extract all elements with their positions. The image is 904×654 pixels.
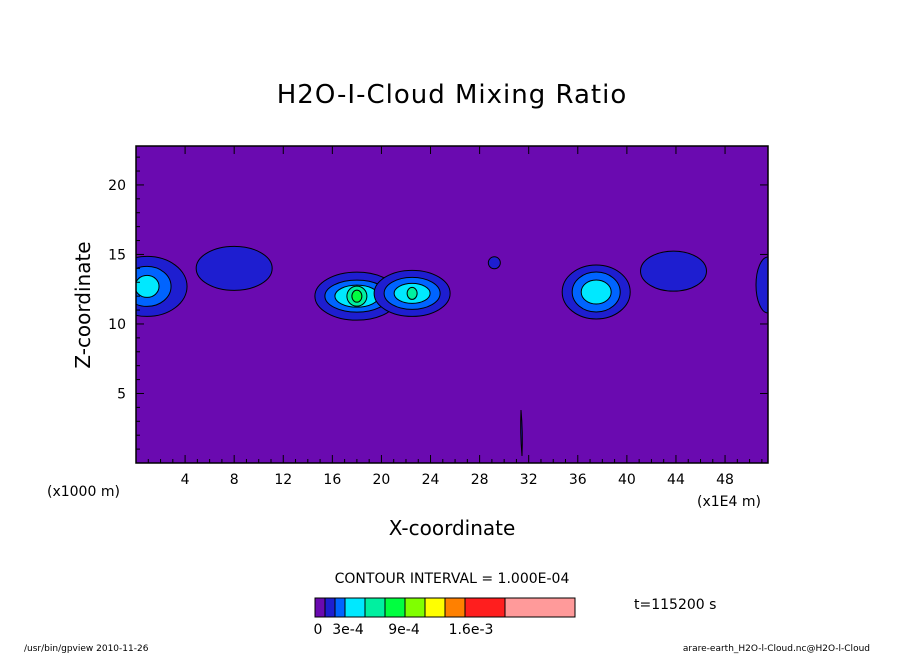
cloud-contour-level [755,256,768,314]
colorbar-swatch [464,597,506,618]
x-tick-label: 32 [520,472,538,488]
colorbar-label: 0 [314,622,323,638]
cloud-contour-level [351,289,363,303]
x-tick-label: 24 [422,472,440,488]
cloud-contour-level [136,274,160,298]
cloud-contour-group [136,245,768,321]
footer-left: /usr/bin/gpview 2010-11-26 [24,644,149,654]
colorbar-swatch [424,597,446,618]
plot-background [136,146,768,463]
contour-interval-text: CONTOUR INTERVAL = 1.000E-04 [335,571,570,587]
x-unit-right: (x1E4 m) [697,494,761,510]
colorbar-swatch [324,597,336,618]
x-unit-left: (x1000 m) [47,484,120,500]
x-tick-label: 12 [274,472,292,488]
y-tick-label: 15 [108,247,126,263]
x-tick-label: 20 [373,472,391,488]
colorbar-label: 3e-4 [332,622,364,638]
x-tick-label: 28 [471,472,489,488]
cloud-contour-level [406,286,418,300]
colorbar-swatch [444,597,466,618]
x-tick-label: 8 [230,472,239,488]
footer-right: arare-earth_H2O-l-Cloud.nc@H2O-l-Cloud [683,644,870,654]
cloud-contour-level [195,245,273,291]
cloud-contour-level [487,256,501,270]
colorbar-swatch [364,597,386,618]
x-tick-label: 40 [618,472,636,488]
chart-title: H2O-I-Cloud Mixing Ratio [277,80,628,110]
y-axis-label: Z-coordinate [71,241,95,368]
colorbar-label: 9e-4 [388,622,420,638]
colorbar-swatch [404,597,426,618]
time-label: t=115200 s [634,597,716,613]
x-tick-label: 4 [181,472,190,488]
y-tick-label: 10 [108,317,126,333]
colorbar-swatch [334,597,346,618]
cloud-contour-level [640,250,708,292]
x-tick-label: 44 [667,472,685,488]
x-tick-label: 48 [716,472,734,488]
vertical-contour-feature [520,409,523,457]
plot-frame [135,145,769,464]
cloud-contours [136,245,768,321]
colorbar: 0 3e-4 9e-4 1.6e-3 [314,597,576,638]
colorbar-label: 1.6e-3 [449,622,494,638]
colorbar-swatch [344,597,366,618]
x-tick-label: 16 [323,472,341,488]
colorbar-swatch [504,597,576,618]
y-tick-label: 5 [117,386,126,402]
colorbar-swatch [384,597,406,618]
cloud-contour-level [580,279,612,305]
x-tick-label: 36 [569,472,587,488]
x-axis-label: X-coordinate [389,516,516,540]
colorbar-swatch [314,597,326,618]
y-tick-label: 20 [108,178,126,194]
